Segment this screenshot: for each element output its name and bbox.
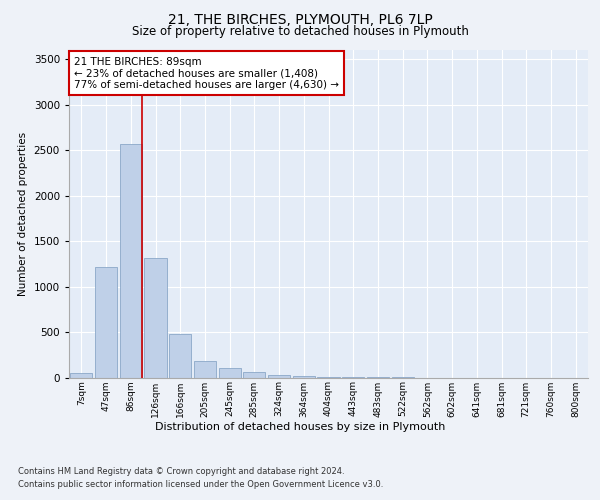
Text: Contains public sector information licensed under the Open Government Licence v3: Contains public sector information licen… bbox=[18, 480, 383, 489]
Text: Size of property relative to detached houses in Plymouth: Size of property relative to detached ho… bbox=[131, 25, 469, 38]
Bar bbox=[293, 376, 315, 378]
Bar bbox=[218, 368, 241, 378]
Bar bbox=[70, 373, 92, 378]
Bar bbox=[119, 144, 142, 378]
Bar bbox=[317, 376, 340, 378]
Text: Contains HM Land Registry data © Crown copyright and database right 2024.: Contains HM Land Registry data © Crown c… bbox=[18, 468, 344, 476]
Text: 21, THE BIRCHES, PLYMOUTH, PL6 7LP: 21, THE BIRCHES, PLYMOUTH, PL6 7LP bbox=[167, 12, 433, 26]
Bar bbox=[95, 266, 117, 378]
Bar bbox=[145, 258, 167, 378]
Bar bbox=[243, 372, 265, 378]
Text: 21 THE BIRCHES: 89sqm
← 23% of detached houses are smaller (1,408)
77% of semi-d: 21 THE BIRCHES: 89sqm ← 23% of detached … bbox=[74, 56, 339, 90]
Bar bbox=[268, 375, 290, 378]
Y-axis label: Number of detached properties: Number of detached properties bbox=[18, 132, 28, 296]
Text: Distribution of detached houses by size in Plymouth: Distribution of detached houses by size … bbox=[155, 422, 445, 432]
Bar bbox=[169, 334, 191, 378]
Bar bbox=[194, 360, 216, 378]
